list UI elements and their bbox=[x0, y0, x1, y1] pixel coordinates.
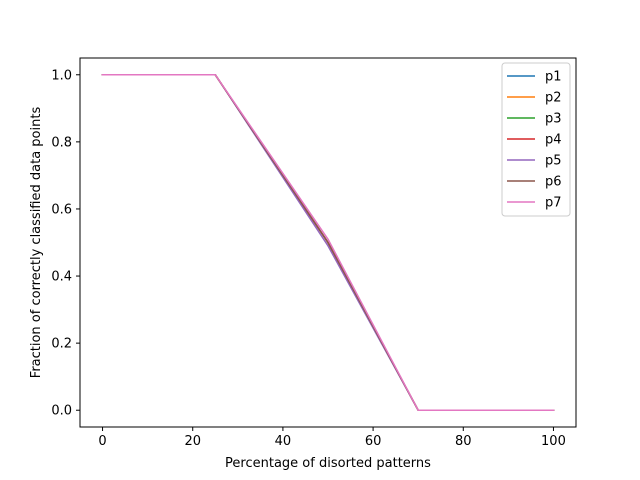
series-line-p7 bbox=[101, 74, 555, 411]
legend-label: p7 bbox=[545, 196, 562, 211]
y-axis-label: Fraction of correctly classified data po… bbox=[29, 107, 44, 379]
legend-label: p6 bbox=[545, 175, 562, 190]
legend-item: p7 bbox=[507, 196, 562, 211]
x-tick-label: 100 bbox=[541, 434, 566, 449]
legend-item: p1 bbox=[507, 70, 562, 85]
legend-item: p6 bbox=[507, 175, 562, 190]
x-axis: 0 20 40 60 80 100 bbox=[98, 427, 566, 449]
legend-item: p2 bbox=[507, 91, 562, 106]
y-tick-label: 0.4 bbox=[51, 270, 72, 285]
legend-label: p5 bbox=[545, 154, 562, 169]
legend-item: p4 bbox=[507, 133, 562, 148]
y-tick-label: 0.0 bbox=[51, 404, 72, 419]
legend-label: p2 bbox=[545, 91, 562, 106]
y-tick-label: 1.0 bbox=[51, 68, 72, 83]
legend-label: p4 bbox=[545, 133, 562, 148]
y-axis: 0.0 0.2 0.4 0.6 0.8 1.0 bbox=[51, 68, 80, 419]
x-tick-label: 20 bbox=[184, 434, 201, 449]
x-tick-label: 40 bbox=[275, 434, 292, 449]
legend-label: p3 bbox=[545, 112, 562, 127]
legend-box bbox=[501, 62, 571, 217]
x-tick-label: 80 bbox=[455, 434, 472, 449]
y-tick-label: 0.8 bbox=[51, 135, 72, 150]
y-tick-label: 0.2 bbox=[51, 337, 72, 352]
legend: p1 p2 p3 p4 p5 p6 p7 bbox=[501, 62, 571, 217]
legend-label: p1 bbox=[545, 70, 562, 85]
y-tick-label: 0.6 bbox=[51, 202, 72, 217]
plot-area bbox=[79, 57, 577, 428]
x-tick-label: 60 bbox=[365, 434, 382, 449]
plot-frame bbox=[79, 57, 577, 428]
legend-item: p3 bbox=[507, 112, 562, 127]
legend-item: p5 bbox=[507, 154, 562, 169]
x-axis-label: Percentage of disorted patterns bbox=[225, 456, 431, 471]
series-layer bbox=[101, 74, 555, 411]
x-tick-label: 0 bbox=[98, 434, 106, 449]
